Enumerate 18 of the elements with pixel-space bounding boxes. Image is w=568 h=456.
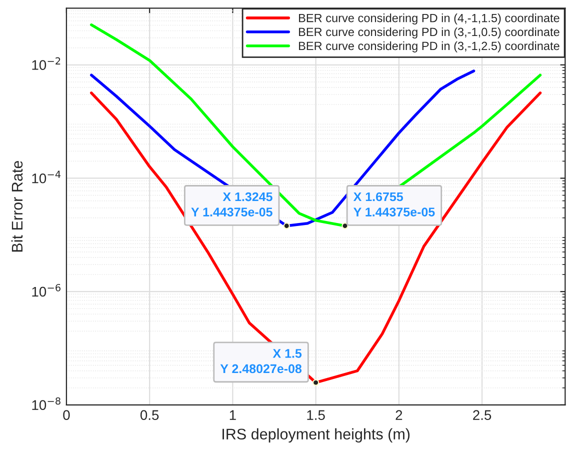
legend-label: BER curve considering PD in (3,-1,0.5) coordinate (299, 27, 560, 38)
y-tick-label: 10$^{−4}$ (32, 170, 61, 184)
y-tick-label: 10$^{−6}$ (32, 284, 60, 297)
legend-label: BER curve considering PD in (3,-1,2.5) coordinate (299, 41, 560, 52)
annotation: X 1.5 Y 2.48027e-08 (220, 349, 302, 374)
x-tick-label: 0 (63, 410, 70, 420)
x-tick-label: 1.5 (307, 410, 325, 420)
x-axis-title: IRS deployment heights (m) (222, 428, 410, 443)
y-tick-label: 10$^{−2}$ (32, 57, 60, 70)
y-tick-label: 10$^{−8}$ (32, 397, 60, 410)
annotation: X 1.3245 Y 1.44375e-05 (191, 192, 272, 216)
x-tick-label: 0.5 (140, 410, 159, 420)
x-tick-label: 2.5 (473, 410, 492, 420)
x-tick-label: 1 (230, 410, 236, 420)
y-axis-title: Bit Error Rate (11, 160, 23, 252)
legend-label: BER curve considering PD in (4,-1,1.5) coordinate (299, 14, 560, 25)
x-tick-label: 2 (396, 410, 402, 420)
annotation: X 1.6755 Y 1.44375e-05 (353, 192, 435, 216)
